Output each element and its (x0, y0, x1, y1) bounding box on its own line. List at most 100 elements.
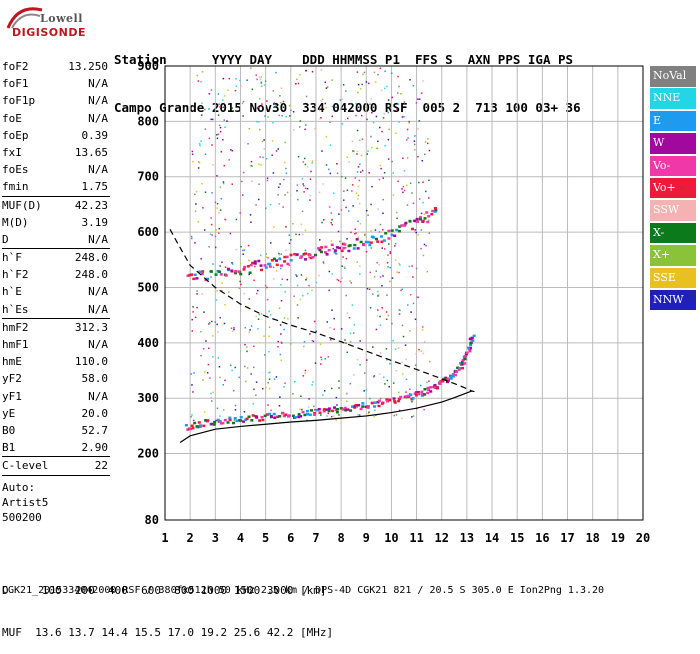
noise-point (414, 364, 417, 366)
noise-point (377, 294, 380, 296)
noise-point (356, 71, 359, 73)
o-trace (184, 334, 476, 431)
noise-point (245, 380, 247, 383)
trace-point (297, 415, 301, 419)
noise-point (421, 329, 424, 331)
noise-point (384, 144, 386, 147)
noise-point (222, 384, 225, 386)
trace-point (361, 405, 365, 408)
noise-point (410, 311, 412, 313)
noise-point (306, 166, 309, 168)
noise-point (320, 414, 322, 416)
trace-point (355, 238, 359, 241)
trace-point (470, 336, 474, 340)
noise-point (265, 256, 268, 258)
noise-point (344, 177, 347, 179)
trace-point (376, 400, 380, 404)
x-tick-label: 9 (363, 531, 370, 545)
trace-point (369, 241, 373, 244)
noise-point (292, 222, 294, 225)
trace-point (426, 386, 430, 390)
noise-point (288, 104, 291, 107)
noise-point (418, 198, 421, 200)
trace-point (376, 240, 380, 243)
trace-point (327, 407, 331, 410)
noise-point (283, 161, 286, 164)
noise-point (349, 340, 352, 343)
noise-point (208, 347, 210, 350)
y-tick-label: 80 (145, 513, 159, 527)
trace-point (214, 273, 218, 276)
trace-point (387, 229, 391, 233)
noise-point (341, 245, 343, 248)
trace-point (375, 237, 379, 241)
noise-point (315, 330, 317, 333)
param-row: h`Es N/A (2, 301, 110, 318)
trace-point (413, 219, 417, 223)
noise-point (369, 103, 371, 105)
noise-point (378, 231, 381, 233)
noise-point (412, 302, 415, 305)
noise-point (367, 413, 370, 415)
distance-line: D 100 200 400 600 800 1000 1500 3000 [km… (2, 584, 327, 597)
noise-point (308, 398, 310, 400)
trace-point (372, 236, 376, 239)
noise-point (285, 172, 288, 174)
noise-point (303, 191, 305, 193)
legend: NoVal NNE E W Vo- Vo+ SSW X- X+ SSE NNW (650, 66, 696, 312)
noise-point (424, 141, 427, 143)
noise-point (318, 191, 321, 194)
noise-point (373, 71, 376, 74)
noise-point (381, 229, 384, 231)
noise-point (246, 79, 248, 81)
noise-point (252, 403, 255, 405)
noise-point (243, 292, 246, 295)
noise-point (312, 381, 314, 383)
noise-point (327, 356, 330, 358)
noise-point (212, 335, 214, 337)
noise-point (328, 206, 331, 208)
noise-point (350, 231, 352, 234)
trace-point (260, 415, 264, 419)
trace-point (418, 218, 422, 221)
noise-point (229, 364, 232, 367)
noise-point (372, 346, 374, 348)
trace-point (313, 413, 317, 416)
noise-point (256, 120, 258, 123)
noise-point (385, 318, 388, 321)
noise-point (208, 108, 210, 110)
trace-point (241, 420, 245, 423)
noise-point (383, 172, 386, 174)
noise-point (194, 210, 197, 212)
noise-point (402, 157, 404, 160)
param-value: 312.3 (74, 320, 108, 334)
noise-point (202, 379, 204, 381)
legend-nnw: NNW (650, 289, 696, 311)
noise-point (414, 149, 416, 151)
noise-point (191, 237, 193, 240)
noise-point (283, 178, 285, 181)
noise-point (354, 232, 356, 235)
noise-point (363, 372, 366, 374)
auto-line3: 500200 (2, 510, 42, 524)
trace-point (377, 399, 381, 403)
noise-point (331, 105, 334, 108)
trace-point (408, 219, 412, 223)
param-value: 2.90 (81, 441, 109, 455)
param-key: MUF(D) (2, 198, 42, 212)
noise-point (215, 419, 217, 422)
noise-point (345, 257, 348, 260)
trace-point (200, 272, 204, 276)
noise-point (269, 203, 272, 206)
trace-point (466, 346, 470, 350)
param-value: N/A (88, 111, 108, 125)
noise-point (311, 162, 313, 164)
trace-point (243, 265, 247, 269)
noise-point (242, 115, 244, 117)
noise-point (246, 346, 248, 348)
trace-point (399, 395, 403, 399)
noise-point (372, 121, 375, 124)
noise-point (268, 335, 270, 337)
noise-point (412, 85, 415, 87)
noise-point (362, 73, 364, 76)
